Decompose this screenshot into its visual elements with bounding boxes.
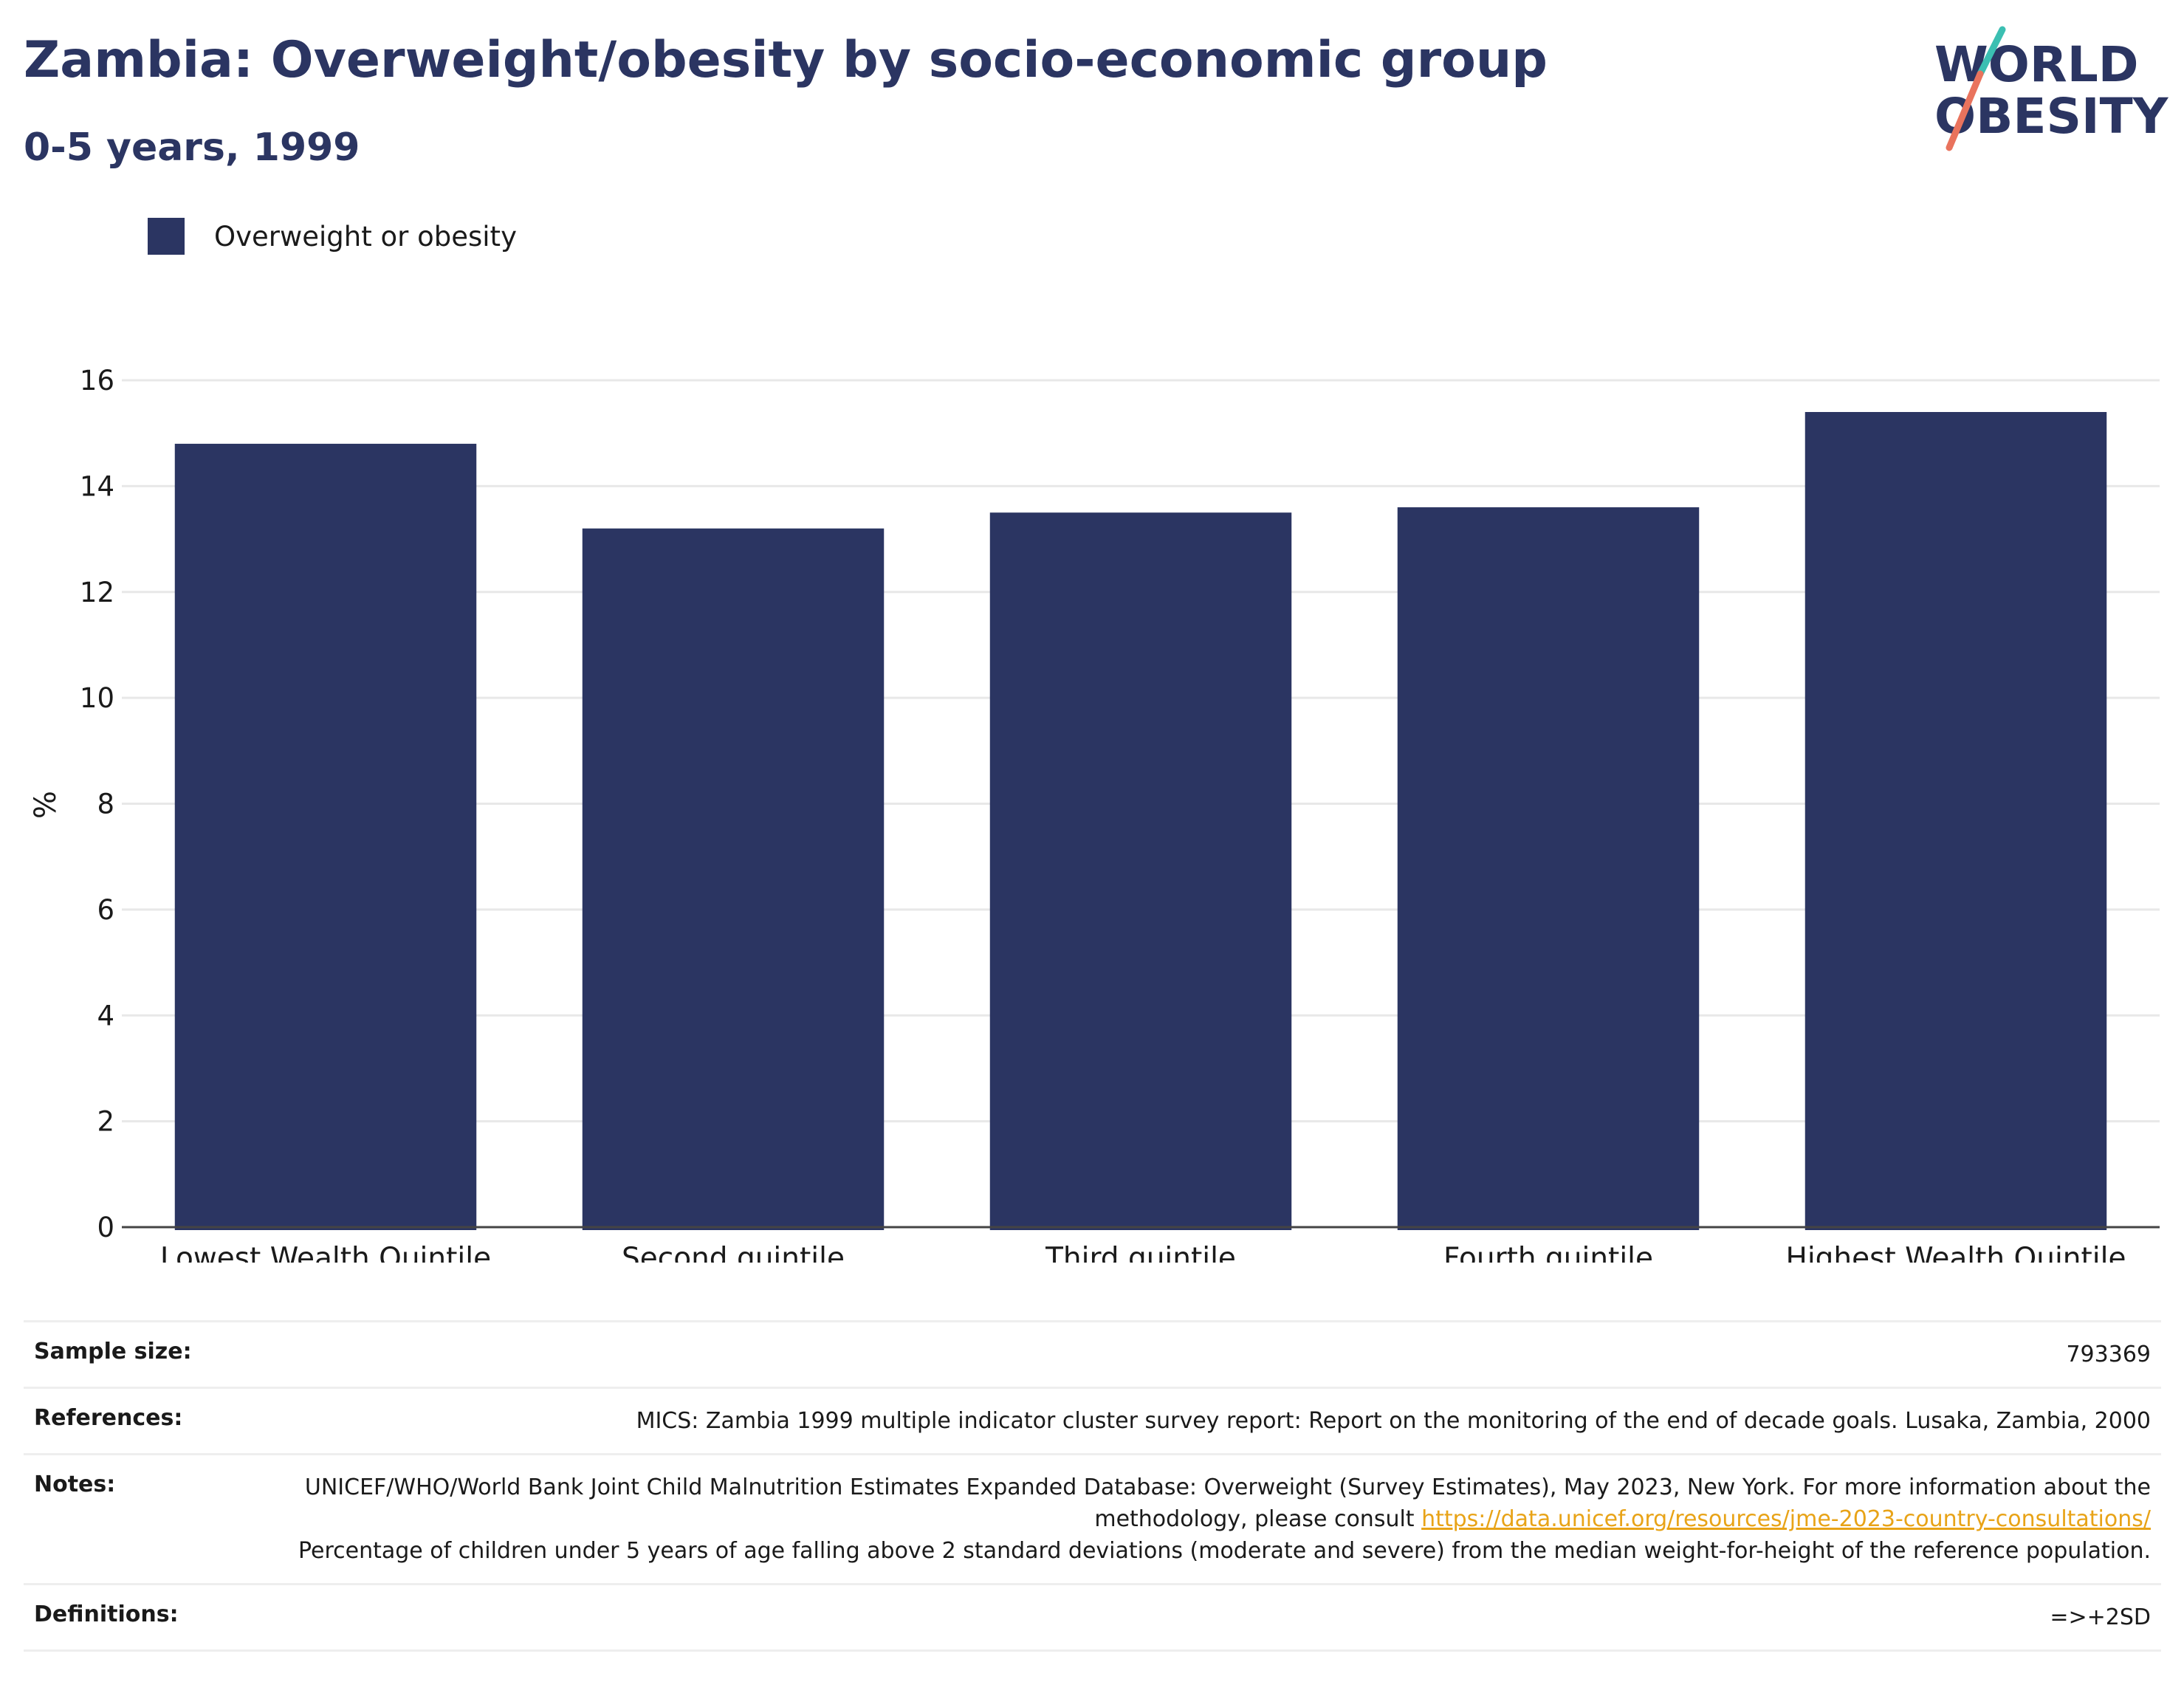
logo-slash-teal [1977,26,2006,78]
references-value: MICS: Zambia 1999 multiple indicator clu… [636,1408,2151,1434]
x-tick-label: Fourth quintile [1443,1242,1653,1263]
bar [1804,412,2107,1231]
page-title: Zambia: Overweight/obesity by socio-econ… [24,31,1548,89]
page-subtitle: 0-5 years, 1999 [24,126,360,170]
definitions-value: =>+2SD [2050,1604,2151,1630]
notes-label: Notes: [34,1472,116,1497]
sample-size-value: 793369 [2066,1342,2151,1367]
x-tick-labels: Lowest Wealth Quintile Second quintile Thi… [160,1242,2126,1263]
y-tick-label: 16 [80,365,114,396]
y-tick-label: 12 [80,577,114,608]
x-tick-label: Third quintile [1045,1242,1236,1263]
references-label: References: [34,1405,183,1431]
y-tick-label: 4 [97,1000,114,1031]
notes-link[interactable]: https://data.unicef.org/resources/jme-20… [1421,1506,2151,1532]
y-tick-label: 2 [97,1106,114,1138]
x-tick-label: Highest Wealth Quintile [1786,1242,2126,1263]
chart-legend: Overweight or obesity [148,218,517,255]
legend-swatch [148,218,185,255]
y-tick-label: 6 [97,894,114,926]
notes-row: Notes: UNICEF/WHO/World Bank Joint Child… [24,1453,2161,1583]
bars [174,412,2107,1231]
y-tick-label: 0 [97,1212,114,1243]
notes-value: UNICEF/WHO/World Bank Joint Child Malnut… [255,1472,2151,1567]
logo-line1: WORLD [1934,36,2139,93]
sample-size-row: Sample size: 793369 [24,1320,2161,1387]
notes-text-2: Percentage of children under 5 years of … [298,1538,2151,1564]
legend-label: Overweight or obesity [214,220,517,253]
y-tick-label: 10 [80,682,114,714]
logo-slash-coral [1946,70,1984,151]
x-tick-label: Second quintile [622,1242,845,1263]
bar-chart: 0 2 4 6 8 10 12 14 16 Lowest Wealth Quintile Seco… [29,365,2160,1263]
sample-size-label: Sample size: [34,1339,192,1364]
bar [174,444,477,1230]
definitions-row: Definitions: =>+2SD [24,1583,2161,1652]
references-row: References: MICS: Zambia 1999 multiple i… [24,1387,2161,1453]
bar [582,528,885,1230]
y-tick-labels: 0 2 4 6 8 10 12 14 16 [80,365,114,1243]
x-tick-label: Lowest Wealth Quintile [160,1242,491,1263]
world-obesity-logo: WORLD OBESITY [1934,26,2169,151]
notes-text-1: UNICEF/WHO/World Bank Joint Child Malnut… [304,1474,2151,1532]
y-tick-label: 8 [97,789,114,820]
definitions-label: Definitions: [34,1601,179,1627]
bar [989,512,1292,1230]
y-axis-label: % [29,791,63,819]
bar [1397,507,1700,1230]
info-table: Sample size: 793369 References: MICS: Za… [24,1320,2161,1652]
y-tick-label: 14 [80,470,114,502]
